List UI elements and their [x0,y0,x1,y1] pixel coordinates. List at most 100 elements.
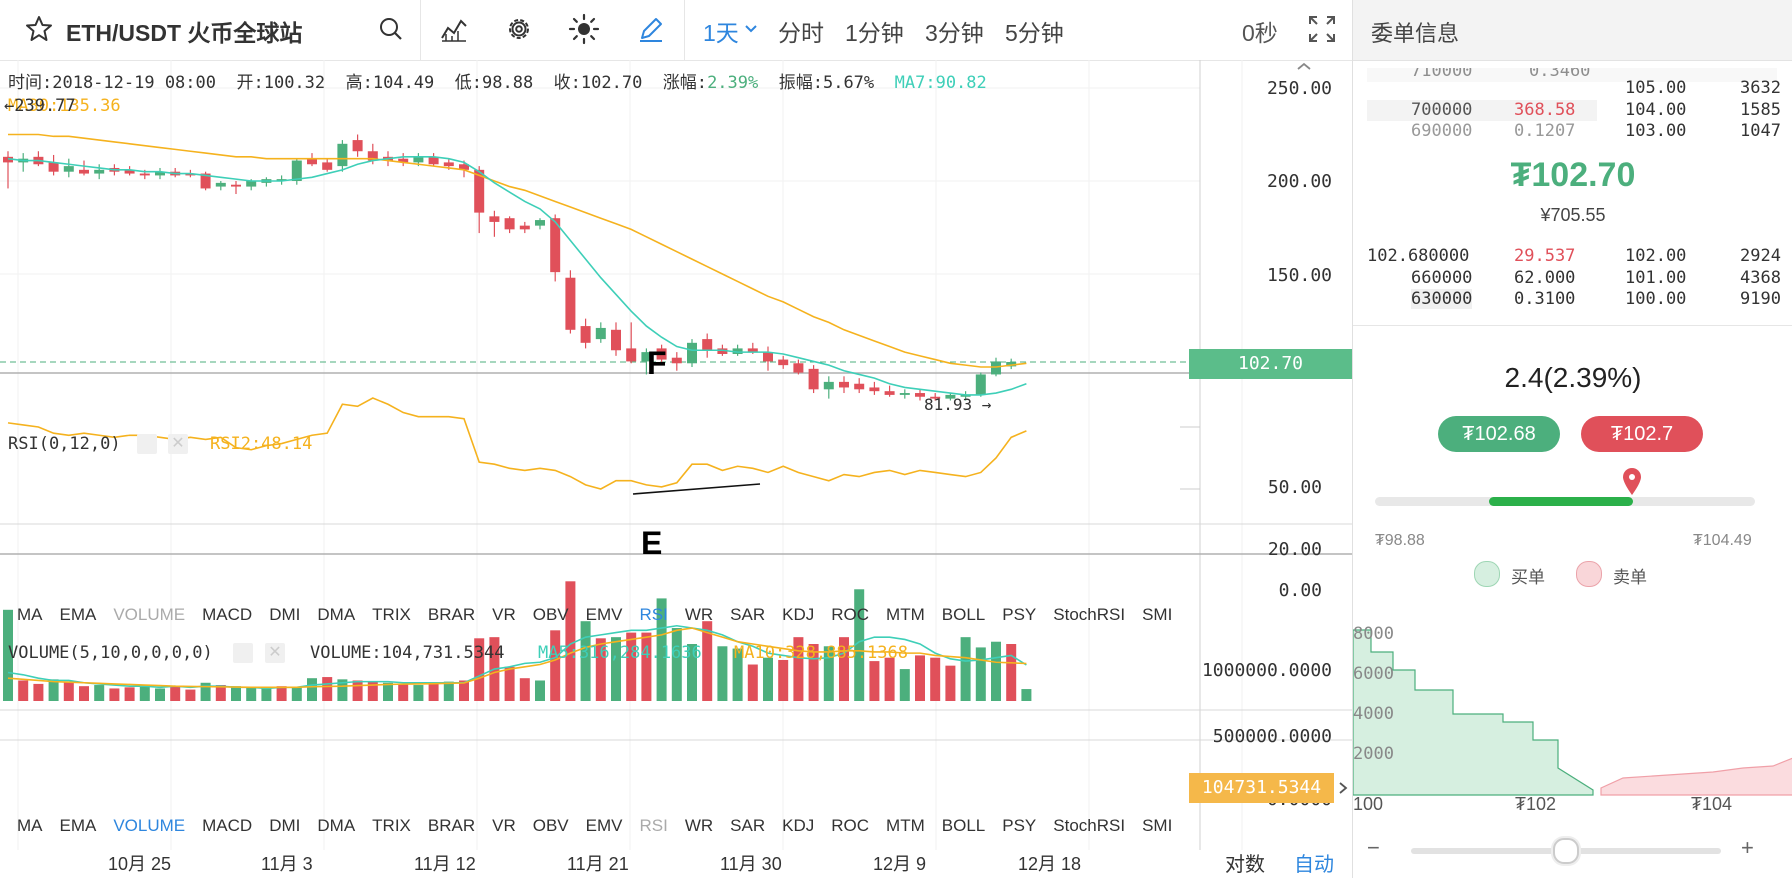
symbol-title[interactable]: ETH/USDT 火币全球站 [66,20,303,46]
indicators-icon[interactable] [437,12,471,46]
volume-bar [170,686,181,701]
candle-body [79,169,89,174]
volume-bar [611,637,621,701]
resolution-1d[interactable]: 1天 [703,20,739,46]
indicator-tab-vr[interactable]: VR [492,816,516,835]
indicator-tab-trix[interactable]: TRIX [372,605,411,624]
indicator-tab-ema[interactable]: EMA [59,816,97,835]
price-axis-200: 200.00 [1266,171,1332,192]
rsi-label: RSI(0,12,0) [8,434,121,454]
indicator-tab-psy[interactable]: PSY [1002,816,1037,835]
indicator-tab-macd[interactable]: MACD [202,605,253,624]
candle-body [535,220,545,226]
indicator-tab-brar[interactable]: BRAR [427,816,476,835]
resolution-3min[interactable]: 3分钟 [925,20,984,46]
indicator-tab-dma[interactable]: DMA [317,816,356,835]
indicator-tab-kdj[interactable]: KDJ [782,605,815,624]
zoom-slider-handle[interactable] [1553,838,1579,864]
indicator-tab-ma[interactable]: MA [17,605,43,624]
indicator-tab-wr[interactable]: WR [684,605,714,624]
auto-scale-button[interactable]: 自动 [1294,854,1334,876]
ask-row[interactable]: 700000 368.58 [1367,100,1597,121]
indicator-tab-sar[interactable]: SAR [730,816,766,835]
price-chart[interactable] [0,60,1352,878]
search-icon[interactable] [374,12,408,46]
indicator-tab-vr[interactable]: VR [492,605,516,624]
indicator-tab-rsi[interactable]: RSI [639,816,668,835]
bid-row[interactable]: 630000 0.3100 100.00 9190 [1411,289,1781,309]
resolution-5min[interactable]: 5分钟 [1005,20,1064,46]
indicator-tab-ma[interactable]: MA [17,816,43,835]
day-range-fill [1489,497,1633,506]
volume-bar [276,686,287,701]
indicator-tab-smi[interactable]: SMI [1142,605,1173,624]
volume-close-icon[interactable]: ✕ [265,643,285,663]
bid-row[interactable]: 660000 62.000 101.00 4368 [1411,268,1781,288]
indicator-tab-wr[interactable]: WR [684,816,714,835]
zoom-out-button[interactable]: − [1367,835,1380,860]
indicator-tab-rsi[interactable]: RSI [639,605,668,624]
indicator-tab-psy[interactable]: PSY [1002,605,1037,624]
favorite-star-icon[interactable] [22,12,56,46]
ask-row[interactable]: 690000 0.1207 103.00 1047 [1411,121,1781,141]
candle-body [930,396,941,399]
settings-gear-icon[interactable] [502,12,536,46]
candle-body [763,352,773,362]
indicator-tab-stochrsi[interactable]: StochRSI [1053,605,1126,624]
resolution-1min[interactable]: 1分钟 [845,20,904,46]
log-scale-button[interactable]: 对数 [1225,854,1265,876]
volume-bar [18,680,29,701]
indicator-tab-dmi[interactable]: DMI [269,605,301,624]
indicator-tab-brar[interactable]: BRAR [427,605,476,624]
ask-price-pill[interactable]: ₮102.7 [1581,416,1703,452]
indicator-tab-emv[interactable]: EMV [585,816,623,835]
indicator-tab-volume[interactable]: VOLUME [113,605,186,624]
indicator-tab-stochrsi[interactable]: StochRSI [1053,816,1126,835]
fullscreen-icon[interactable] [1305,12,1339,46]
expand-chevron-right-icon[interactable] [1336,780,1350,796]
ask-row-price: 104.00 1585 [1625,100,1781,120]
volume-bar [139,685,150,701]
indicator-tab-kdj[interactable]: KDJ [782,816,815,835]
indicator-tab-boll[interactable]: BOLL [941,816,986,835]
chevron-down-icon[interactable] [744,24,758,34]
rsi-settings-icon[interactable] [137,434,157,454]
bid-row[interactable]: 102.680000 29.537 102.00 2924 [1367,246,1781,266]
indicator-tab-volume[interactable]: VOLUME [113,816,186,835]
date-label: 11月 21 [567,854,629,874]
indicator-tab-boll[interactable]: BOLL [941,605,986,624]
drawing-pencil-icon[interactable] [634,12,668,46]
indicator-tab-dmi[interactable]: DMI [269,816,301,835]
info-amplitude: 振幅:5.67% [778,73,875,93]
candle-body [63,166,74,172]
indicator-tab-mtm[interactable]: MTM [886,816,925,835]
indicator-tab-obv[interactable]: OBV [532,816,569,835]
bid-price-pill[interactable]: ₮102.68 [1438,416,1560,452]
depth-chart[interactable] [1353,590,1792,800]
indicator-tab-trix[interactable]: TRIX [372,816,411,835]
volume-bar [671,628,682,701]
volume-value: VOLUME:104,731.5344 [310,643,505,663]
buy-legend-label: 买单 [1511,568,1545,587]
volume-bar [991,641,1001,701]
depth-x-100: 100 [1353,794,1384,814]
candle-body [808,368,819,390]
indicator-tab-sar[interactable]: SAR [730,605,766,624]
collapse-chevron-up-icon[interactable] [1294,60,1314,72]
zoom-in-button[interactable]: + [1741,835,1754,860]
indicator-tab-roc[interactable]: ROC [831,816,870,835]
theme-sun-icon[interactable] [567,12,601,46]
resolution-timeline[interactable]: 分时 [778,20,824,46]
indicator-tab-obv[interactable]: OBV [532,605,569,624]
indicator-tab-ema[interactable]: EMA [59,605,97,624]
indicator-tab-dma[interactable]: DMA [317,605,356,624]
indicator-tab-mtm[interactable]: MTM [886,605,925,624]
volume-bar [33,683,44,701]
volume-ma10-line [7,627,1027,689]
volume-settings-icon[interactable] [233,643,253,663]
indicator-tab-emv[interactable]: EMV [585,605,623,624]
indicator-tab-smi[interactable]: SMI [1142,816,1173,835]
indicator-tab-roc[interactable]: ROC [831,605,870,624]
rsi-close-icon[interactable]: ✕ [168,434,188,454]
indicator-tab-macd[interactable]: MACD [202,816,253,835]
